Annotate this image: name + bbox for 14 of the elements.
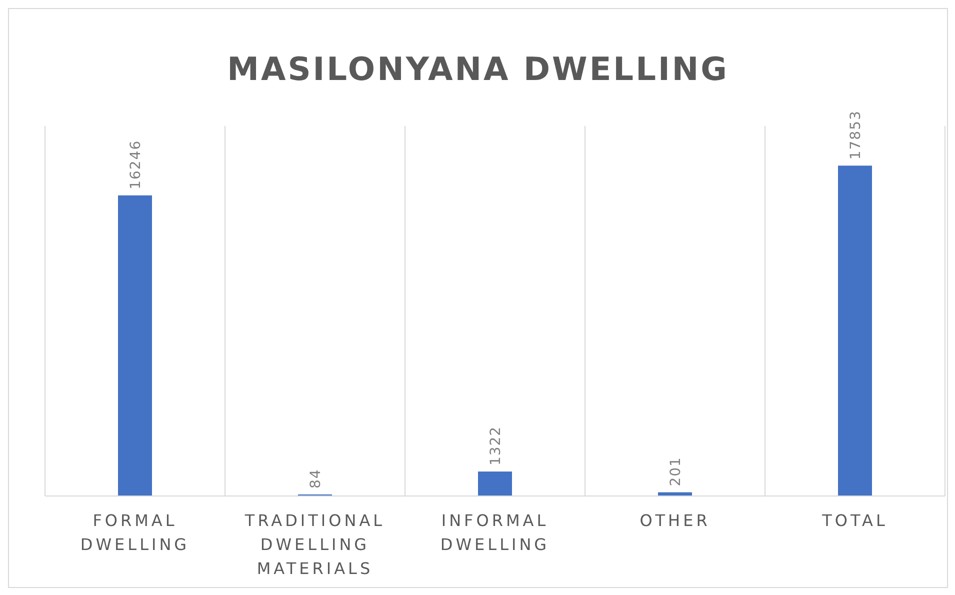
- chart-title: MASILONYANA DWELLING: [227, 50, 729, 88]
- x-tick-label: TRADITIONAL DWELLING MATERIALS: [244, 511, 386, 578]
- x-tick-label: FORMAL DWELLING: [80, 511, 190, 554]
- bar: [478, 472, 512, 496]
- data-label: 17853: [848, 110, 864, 160]
- x-tick-label: TOTAL: [821, 511, 888, 530]
- data-label: 1322: [488, 426, 504, 466]
- data-label: 16246: [128, 140, 144, 190]
- data-label: 84: [308, 468, 324, 488]
- bar: [838, 166, 872, 496]
- data-label: 201: [668, 456, 684, 486]
- x-tick-label: OTHER: [640, 511, 710, 530]
- bar: [118, 195, 152, 496]
- x-tick-label: INFORMAL DWELLING: [440, 511, 550, 554]
